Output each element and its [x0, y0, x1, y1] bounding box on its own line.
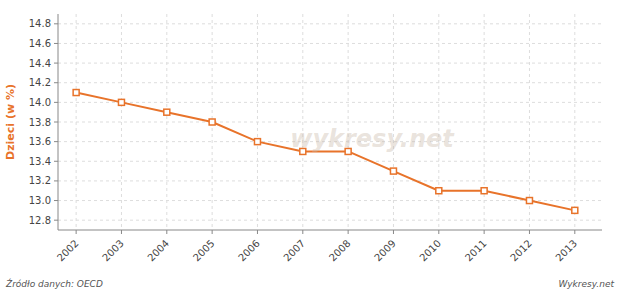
grid-line	[58, 63, 602, 64]
axes: 12.8 13.0 13.2 13.4 13.6 13.8 14.0 14.2 14.4 14.6…	[29, 14, 602, 263]
grid-line	[58, 200, 602, 201]
y-axis-line	[58, 14, 59, 230]
y-tick	[54, 82, 58, 83]
y-tick	[54, 63, 58, 64]
grid	[58, 14, 602, 230]
grid-line	[58, 82, 602, 83]
y-tick	[54, 122, 58, 123]
marker	[118, 99, 124, 105]
grid-line	[302, 14, 303, 230]
x-tick-label: 2006	[236, 238, 262, 264]
x-tick-label: 2004	[145, 238, 171, 264]
x-tick-label: 2005	[191, 238, 217, 264]
grid-line	[58, 43, 602, 44]
source-note: Źródło danych: OECD	[5, 278, 103, 289]
y-tick	[54, 180, 58, 181]
x-tick	[348, 230, 349, 234]
y-tick	[54, 141, 58, 142]
x-tick	[393, 230, 394, 234]
y-tick-label: 13.4	[29, 156, 51, 167]
x-tick	[212, 230, 213, 234]
y-axis-label: Dzieci (w %)	[4, 84, 17, 160]
y-tick	[54, 102, 58, 103]
y-tick-label: 13.8	[29, 117, 51, 128]
y-tick	[54, 220, 58, 221]
grid-line	[484, 14, 485, 230]
grid-line	[393, 14, 394, 230]
watermark: Wykresy.net	[558, 279, 614, 289]
x-tick	[574, 230, 575, 234]
x-tick	[76, 230, 77, 234]
grid-line	[58, 161, 602, 162]
x-tick	[121, 230, 122, 234]
y-tick-label: 14.4	[29, 58, 51, 69]
y-tick-label: 13.2	[29, 175, 51, 186]
y-tick	[54, 161, 58, 162]
x-tick	[302, 230, 303, 234]
x-tick-label: 2011	[463, 238, 489, 264]
line	[76, 93, 575, 211]
grid-line	[58, 102, 602, 103]
grid-line	[58, 23, 602, 24]
series	[73, 90, 578, 214]
marker	[481, 188, 487, 194]
grid-line	[121, 14, 122, 230]
y-tick	[54, 43, 58, 44]
marker	[73, 90, 79, 96]
x-tick-label: 2003	[100, 238, 126, 264]
x-axis-line	[58, 230, 602, 231]
x-tick	[166, 230, 167, 234]
x-tick-label: 2010	[417, 238, 443, 264]
y-tick	[54, 23, 58, 24]
grid-line	[58, 180, 602, 181]
grid-line	[438, 14, 439, 230]
y-tick-label: 13.0	[29, 195, 51, 206]
x-tick	[257, 230, 258, 234]
y-tick-label: 12.8	[29, 215, 51, 226]
y-tick-label: 14.6	[29, 38, 51, 49]
grid-line	[58, 220, 602, 221]
marker	[164, 109, 170, 115]
grid-line	[166, 14, 167, 230]
x-tick-label: 2012	[508, 238, 534, 264]
x-tick-label: 2013	[553, 238, 579, 264]
y-tick	[54, 200, 58, 201]
marker	[436, 188, 442, 194]
marker	[526, 198, 532, 204]
x-tick-label: 2002	[55, 238, 81, 264]
grid-line	[574, 14, 575, 230]
x-tick	[529, 230, 530, 234]
marker	[254, 139, 260, 145]
chart: 12.8 13.0 13.2 13.4 13.6 13.8 14.0 14.2 14.4 14.6…	[0, 0, 620, 292]
x-tick	[484, 230, 485, 234]
grid-line	[257, 14, 258, 230]
marker	[209, 119, 215, 125]
center-watermark: wykresy.net	[290, 125, 455, 153]
grid-line	[58, 122, 602, 123]
y-tick-label: 14.8	[29, 18, 51, 29]
marker	[572, 207, 578, 213]
y-tick-label: 14.0	[29, 97, 51, 108]
x-tick	[438, 230, 439, 234]
y-tick-label: 14.2	[29, 77, 51, 88]
y-tick-label: 13.6	[29, 136, 51, 147]
x-tick-label: 2009	[372, 238, 398, 264]
grid-line	[348, 14, 349, 230]
grid-line	[76, 14, 77, 230]
marker	[390, 168, 396, 174]
x-tick-label: 2007	[281, 238, 307, 264]
x-tick-label: 2008	[327, 238, 353, 264]
